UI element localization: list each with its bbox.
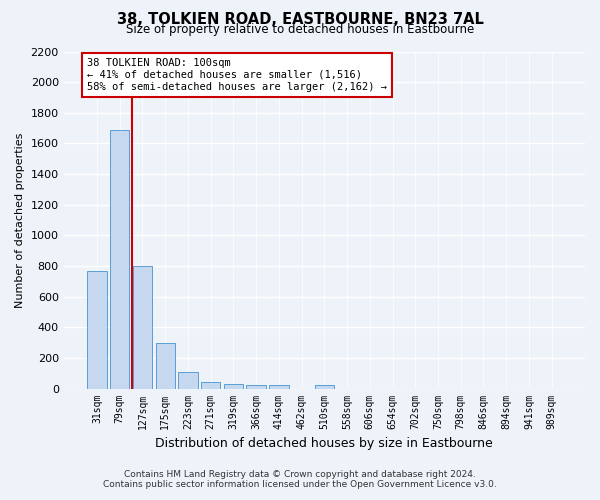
Bar — [178, 372, 197, 388]
Text: Size of property relative to detached houses in Eastbourne: Size of property relative to detached ho… — [126, 24, 474, 36]
Bar — [247, 384, 266, 388]
Text: 38, TOLKIEN ROAD, EASTBOURNE, BN23 7AL: 38, TOLKIEN ROAD, EASTBOURNE, BN23 7AL — [116, 12, 484, 26]
Y-axis label: Number of detached properties: Number of detached properties — [15, 132, 25, 308]
Bar — [110, 130, 130, 388]
Bar — [155, 342, 175, 388]
Text: 38 TOLKIEN ROAD: 100sqm
← 41% of detached houses are smaller (1,516)
58% of semi: 38 TOLKIEN ROAD: 100sqm ← 41% of detache… — [87, 58, 387, 92]
Bar — [133, 266, 152, 388]
X-axis label: Distribution of detached houses by size in Eastbourne: Distribution of detached houses by size … — [155, 437, 493, 450]
Bar — [224, 384, 243, 388]
Bar — [314, 384, 334, 388]
Bar — [269, 384, 289, 388]
Bar — [201, 382, 220, 388]
Bar — [88, 270, 107, 388]
Text: Contains HM Land Registry data © Crown copyright and database right 2024.
Contai: Contains HM Land Registry data © Crown c… — [103, 470, 497, 489]
